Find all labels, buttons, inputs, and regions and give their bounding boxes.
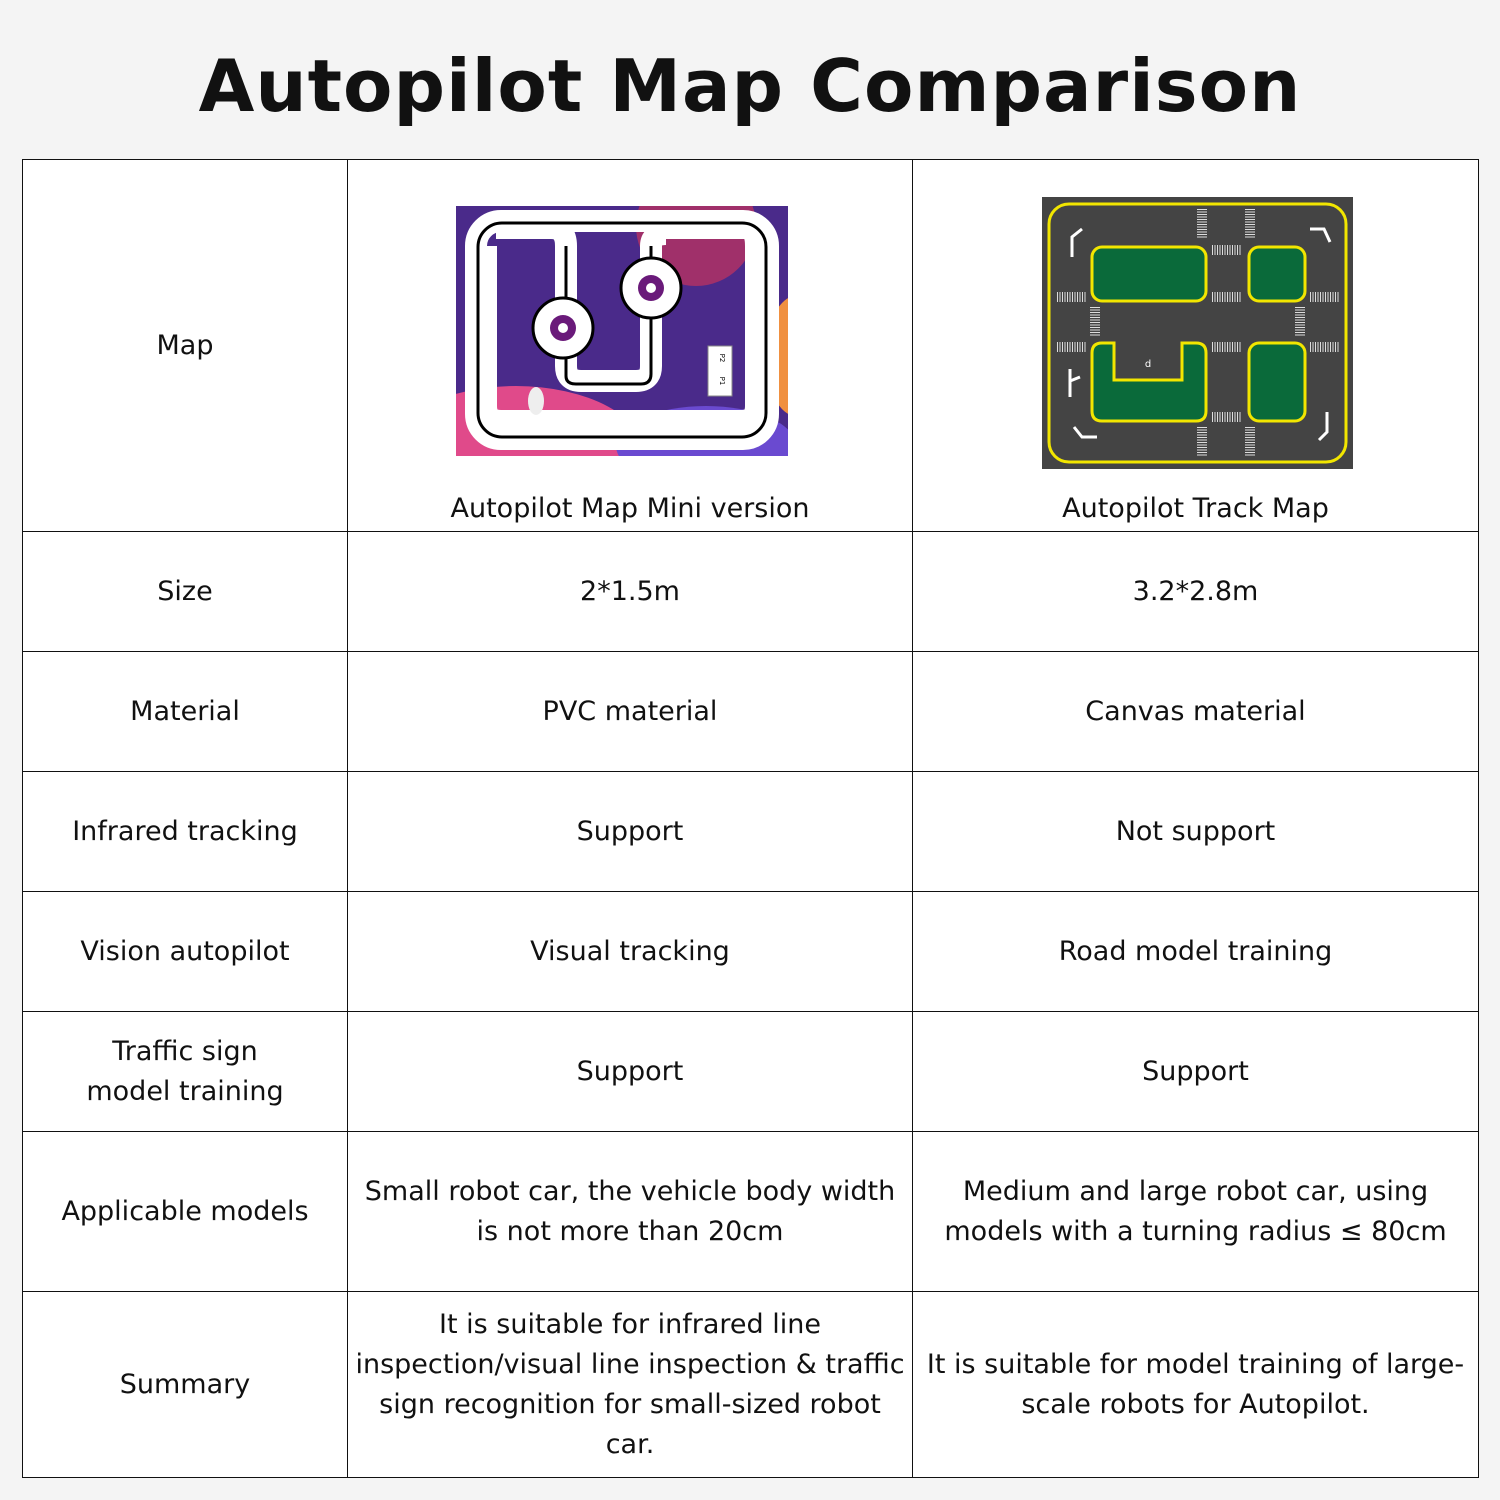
table-row-vision: Vision autopilot Visual tracking Road mo… [22, 891, 1479, 1012]
table-row-applicable-models: Applicable models Small robot car, the v… [22, 1131, 1479, 1292]
mini-map-image: P2 P1 [456, 206, 788, 456]
table-row-traffic-sign: Traffic sign model training Support Supp… [22, 1011, 1479, 1132]
mini-map-cell: P2 P1 Autopilot Map Mini version [347, 159, 913, 532]
mini-map-caption: Autopilot Map Mini version [450, 493, 810, 524]
table-row-summary: Summary It is suitable for infrared line… [22, 1291, 1479, 1478]
track-value: 3.2*2.8m [912, 531, 1479, 652]
row-label: Summary [22, 1291, 348, 1478]
page-title: Autopilot Map Comparison [198, 44, 1302, 128]
parking-label-p1: P1 [718, 377, 726, 386]
row-label: Infrared tracking [22, 771, 348, 892]
track-value: Not support [912, 771, 1479, 892]
track-label-d: d [1145, 359, 1151, 370]
mini-value: Small robot car, the vehicle body width … [347, 1131, 913, 1292]
mini-value: PVC material [347, 651, 913, 772]
track-map-image: d [1042, 197, 1353, 469]
track-map-caption: Autopilot Track Map [1062, 493, 1329, 524]
track-value: Medium and large robot car, using models… [912, 1131, 1479, 1292]
table-row-material: Material PVC material Canvas material [22, 651, 1479, 772]
comparison-table: Map [22, 159, 1479, 1478]
table-row-infrared: Infrared tracking Support Not support [22, 771, 1479, 892]
table-row-map: Map [22, 159, 1479, 532]
mini-value: Visual tracking [347, 891, 913, 1012]
table-row-size: Size 2*1.5m 3.2*2.8m [22, 531, 1479, 652]
mini-value: 2*1.5m [347, 531, 913, 652]
mini-value: It is suitable for infrared line inspect… [347, 1291, 913, 1478]
row-label: Traffic sign model training [22, 1011, 348, 1132]
mini-value: Support [347, 771, 913, 892]
row-label: Applicable models [22, 1131, 348, 1292]
parking-label-p2: P2 [718, 354, 726, 363]
row-label: Vision autopilot [22, 891, 348, 1012]
track-value: It is suitable for model training of lar… [912, 1291, 1479, 1478]
track-value: Road model training [912, 891, 1479, 1012]
track-value: Canvas material [912, 651, 1479, 772]
row-label: Material [22, 651, 348, 772]
mini-value: Support [347, 1011, 913, 1132]
row-label: Size [22, 531, 348, 652]
row-label: Map [22, 159, 348, 532]
track-map-cell: d Autopilot Track Map [912, 159, 1479, 532]
track-value: Support [912, 1011, 1479, 1132]
